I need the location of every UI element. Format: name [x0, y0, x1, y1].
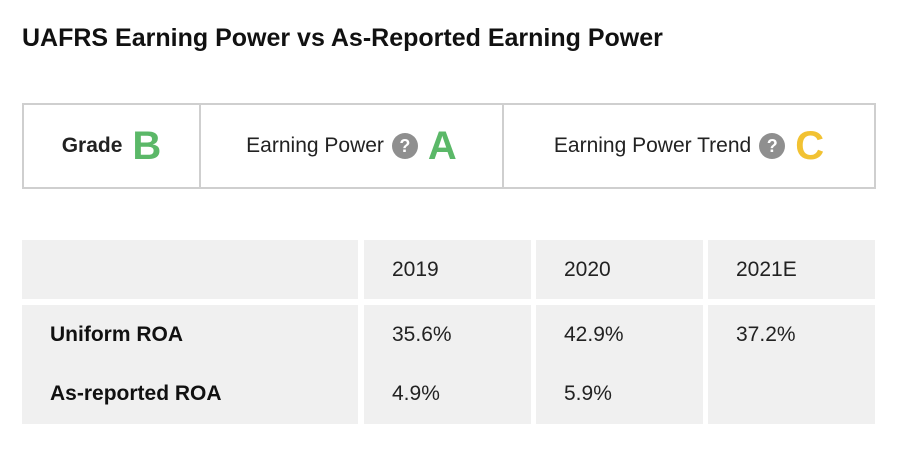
- table-header-year: 2021E: [736, 258, 797, 281]
- earning-power-grade-cell: Earning Power ? A: [199, 105, 502, 187]
- table-header-cell-2019: 2019: [364, 240, 531, 299]
- table-column-2019: 35.6% 4.9%: [364, 305, 531, 424]
- overall-grade-value: B: [132, 124, 162, 168]
- table-column-2021e: 37.2%: [708, 305, 875, 424]
- grade-summary-box: Grade B Earning Power ? A Earning Power …: [22, 103, 876, 189]
- earning-power-trend-label: Earning Power Trend: [553, 134, 752, 157]
- table-header-cell-2021e: 2021E: [708, 240, 875, 299]
- table-header-cell-empty: [22, 240, 358, 299]
- table-column-2020: 42.9% 5.9%: [536, 305, 703, 424]
- overall-grade-cell: Grade B: [24, 105, 199, 187]
- page-title: UAFRS Earning Power vs As-Reported Earni…: [22, 24, 663, 52]
- earning-power-grade-value: A: [427, 124, 457, 168]
- row-label-uniform-roa: Uniform ROA: [50, 323, 183, 346]
- table-header-year: 2020: [564, 258, 611, 281]
- earning-power-help-icon[interactable]: ?: [391, 133, 418, 159]
- table-cell-as-reported-roa-2019: 4.9%: [392, 382, 440, 405]
- earning-power-trend-grade-value: C: [795, 124, 825, 168]
- earning-power-trend-grade-cell: Earning Power Trend ? C: [502, 105, 874, 187]
- table-cell-as-reported-roa-2020: 5.9%: [564, 382, 612, 405]
- roa-table: 2019 2020 2021E Uniform ROA As-reported …: [22, 240, 875, 424]
- table-label-column: Uniform ROA As-reported ROA: [22, 305, 358, 424]
- table-cell-uniform-roa-2019: 35.6%: [392, 323, 452, 346]
- earning-power-label: Earning Power: [246, 134, 384, 157]
- row-label-as-reported-roa: As-reported ROA: [50, 382, 222, 405]
- table-header-year: 2019: [392, 258, 439, 281]
- table-cell-uniform-roa-2021e: 37.2%: [736, 323, 796, 346]
- table-header-cell-2020: 2020: [536, 240, 703, 299]
- overall-grade-label: Grade: [61, 134, 123, 157]
- table-cell-uniform-roa-2020: 42.9%: [564, 323, 624, 346]
- earning-power-trend-help-icon[interactable]: ?: [759, 133, 786, 159]
